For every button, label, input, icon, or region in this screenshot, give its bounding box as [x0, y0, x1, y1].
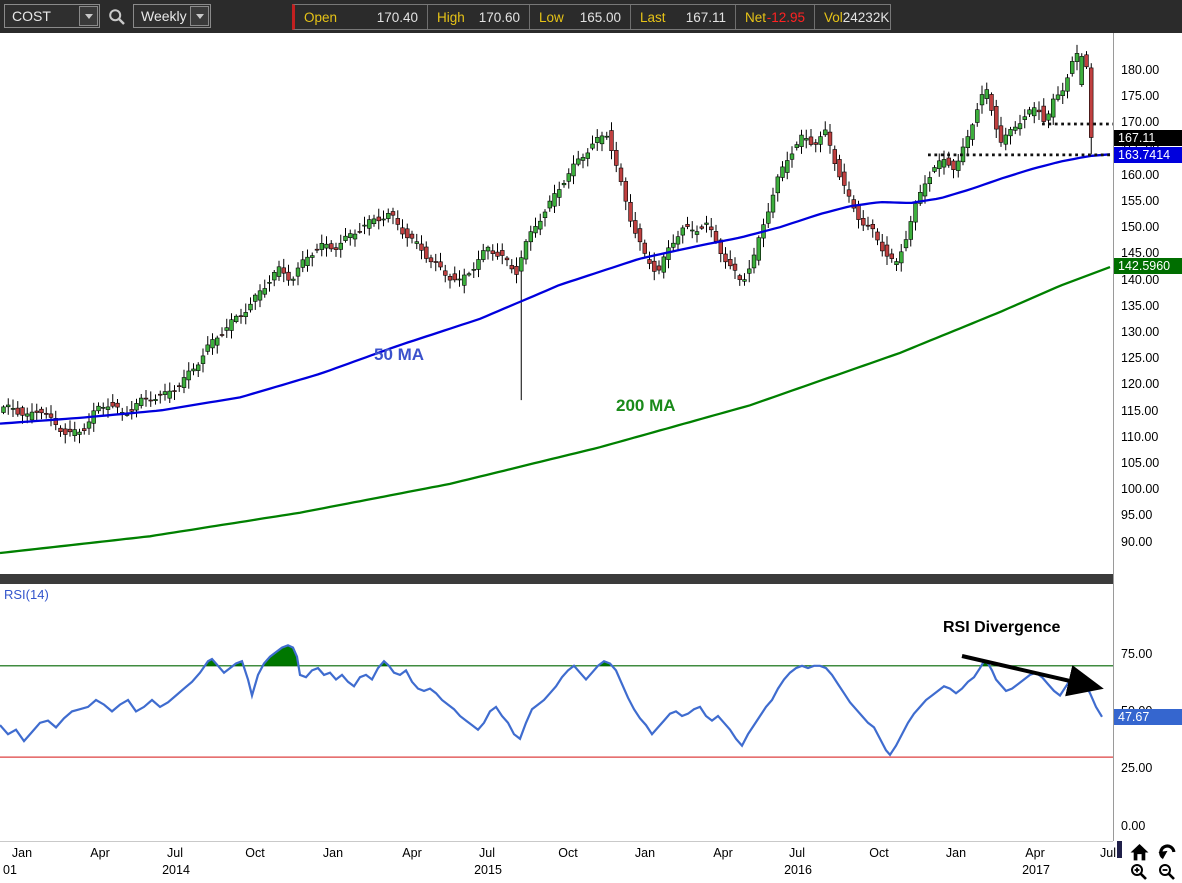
quote-value: 170.60	[478, 9, 520, 25]
symbol-combobox[interactable]: COST	[4, 4, 100, 28]
quote-field-high: High 170.60	[428, 5, 530, 29]
rsi-indicator-label[interactable]: RSI(14)	[4, 587, 49, 602]
rsi-tick: 75.00	[1121, 647, 1153, 662]
year-tick: 2017	[1022, 863, 1050, 877]
price-tick: 175.00	[1121, 89, 1160, 104]
zoom-in-icon	[1131, 864, 1147, 880]
symbol-value: COST	[12, 8, 51, 24]
search-icon	[109, 9, 125, 25]
quote-label: High	[437, 9, 465, 25]
zoom-out-icon	[1159, 864, 1175, 880]
month-tick: Oct	[558, 846, 578, 860]
quote-field-low: Low 165.00	[530, 5, 631, 29]
zoom-out-button[interactable]	[1154, 862, 1180, 882]
quote-value: -12.95	[766, 9, 805, 25]
ma200-price-tag: 142.5960	[1114, 257, 1182, 274]
timeframe-dropdown-button[interactable]	[190, 6, 209, 26]
price-tick: 135.00	[1121, 298, 1160, 313]
quote-field-vol: Vol 24232K	[815, 5, 890, 29]
month-tick: Jul	[167, 846, 183, 860]
zoom-in-button[interactable]	[1126, 862, 1152, 882]
ma200-annotation: 200 MA	[616, 396, 676, 415]
month-tick: Jan	[11, 846, 33, 860]
year-tick: 01	[3, 863, 17, 877]
time-axis-separator	[0, 841, 1113, 842]
rsi-value-tag: 47.67	[1114, 708, 1182, 725]
symbol-search-button[interactable]	[106, 6, 128, 28]
price-tick: 130.00	[1121, 324, 1160, 339]
quote-field-open: Open 170.40	[295, 5, 428, 29]
rsi-tick: 25.00	[1121, 761, 1153, 776]
price-tick: 180.00	[1121, 63, 1160, 77]
chevron-down-icon	[84, 13, 93, 19]
price-tick: 90.00	[1121, 534, 1153, 549]
timeframe-combobox[interactable]: Weekly	[133, 4, 211, 28]
price-tick: 105.00	[1121, 455, 1160, 470]
month-tick: Jan	[945, 846, 967, 860]
quote-value: 24232K	[842, 9, 890, 25]
toolbar: COST Weekly Open 170.40 High 170.60 Low 165.0…	[0, 0, 1182, 33]
ma50-annotation: 50 MA	[374, 345, 425, 364]
price-tick: 150.00	[1121, 220, 1160, 235]
month-tick: Apr	[402, 846, 422, 860]
quote-value: 167.11	[685, 9, 726, 25]
quote-value: 165.00	[579, 9, 621, 25]
month-tick: Jan	[634, 846, 656, 860]
price-tick: 155.00	[1121, 193, 1160, 208]
quote-label: Last	[640, 9, 666, 25]
quote-field-net: Net -12.95	[736, 5, 815, 29]
month-tick: Jul	[789, 846, 805, 860]
chart-nav-buttons	[1126, 842, 1180, 882]
price-tick: 170.00	[1121, 115, 1160, 130]
rsi-divergence-annotation: RSI Divergence	[943, 619, 1061, 636]
month-tick: Oct	[245, 846, 265, 860]
rsi-tick: 0.00	[1121, 818, 1146, 833]
month-tick: Jul	[1100, 846, 1116, 860]
chevron-down-icon	[195, 13, 204, 19]
price-tick: 110.00	[1121, 429, 1159, 444]
price-tick: 95.00	[1121, 508, 1153, 523]
panel-splitter[interactable]	[0, 574, 1113, 584]
quote-label: Low	[539, 9, 564, 25]
price-tick: 140.00	[1121, 272, 1160, 287]
undo-icon	[1158, 843, 1175, 859]
quote-field-last: Last 167.11	[631, 5, 736, 29]
quote-label: Open	[304, 9, 338, 25]
price-tick: 120.00	[1121, 377, 1160, 392]
timeframe-value: Weekly	[141, 8, 187, 24]
quote-value: 170.40	[376, 9, 418, 25]
price-tick: 125.00	[1121, 351, 1160, 366]
quote-label: Vol	[824, 9, 843, 25]
quote-label: Net	[745, 9, 767, 25]
month-tick: Jan	[322, 846, 344, 860]
month-tick: Apr	[90, 846, 110, 860]
quote-strip: Open 170.40 High 170.60 Low 165.00 Last 167.11 N…	[292, 4, 891, 30]
price-tick: 145.00	[1121, 246, 1160, 261]
symbol-dropdown-button[interactable]	[79, 6, 98, 26]
price-tick: 115.00	[1121, 403, 1159, 418]
home-button[interactable]	[1126, 842, 1152, 862]
month-tick: Oct	[869, 846, 889, 860]
year-tick: 2014	[162, 863, 190, 877]
price-tick: 100.00	[1121, 482, 1160, 497]
month-tick: Jul	[479, 846, 495, 860]
year-tick: 2016	[784, 863, 812, 877]
month-tick: Apr	[1025, 846, 1045, 860]
ma50-price-tag: 163.7414	[1114, 147, 1182, 164]
year-tick: 2015	[474, 863, 502, 877]
axis-corner-handle[interactable]	[1117, 841, 1122, 858]
price-axis-separator	[1113, 33, 1114, 841]
undo-button[interactable]	[1154, 842, 1180, 862]
month-tick: Apr	[713, 846, 733, 860]
price-tick: 160.00	[1121, 167, 1160, 182]
home-icon	[1130, 843, 1148, 860]
last-price-tag: 167.11	[1114, 129, 1182, 146]
